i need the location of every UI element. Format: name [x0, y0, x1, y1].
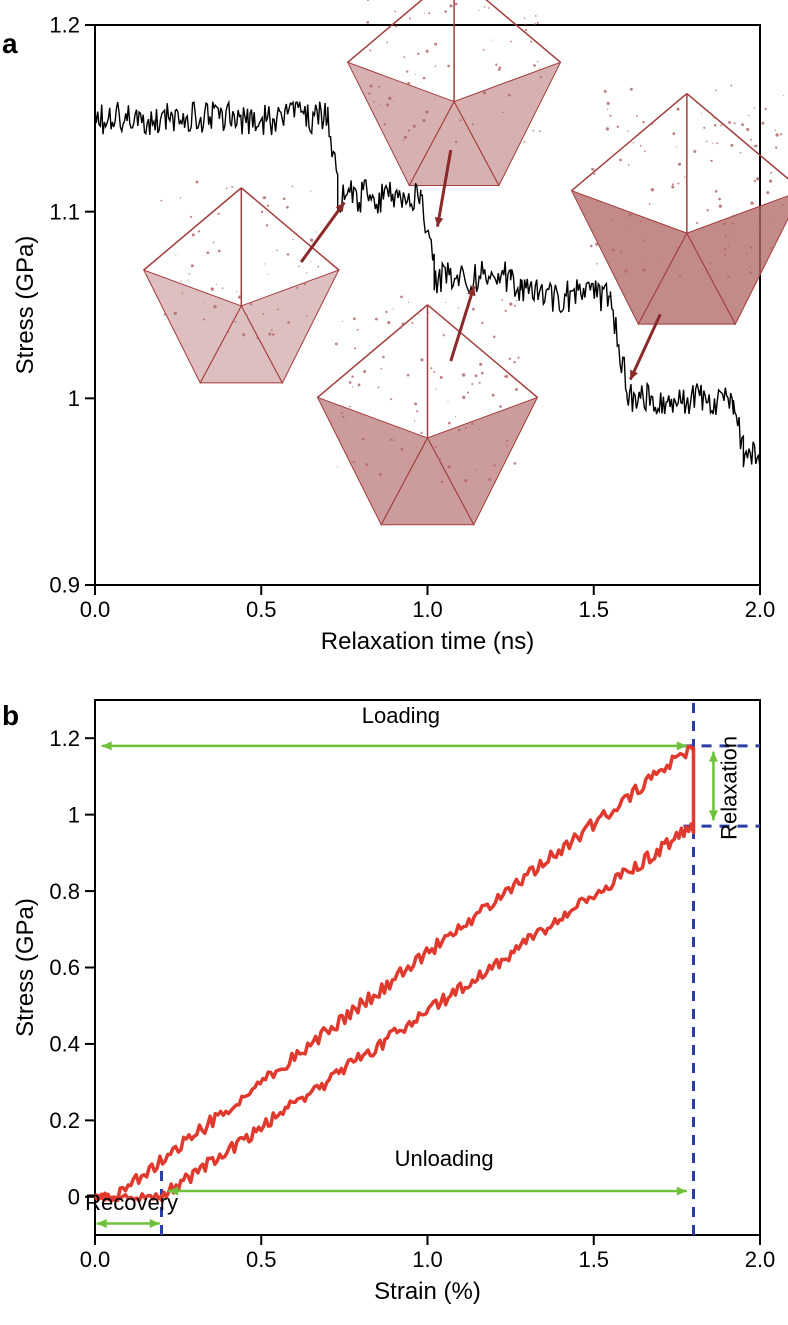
svg-text:0.5: 0.5	[246, 1247, 277, 1272]
annotation-loading: Loading	[362, 703, 440, 728]
svg-text:Strain (%): Strain (%)	[374, 1278, 481, 1305]
annotation-unloading: Unloading	[395, 1146, 494, 1171]
stress-strain-loop	[95, 746, 694, 1200]
annotation-relaxation: Relaxation	[717, 736, 742, 840]
svg-text:1: 1	[68, 802, 80, 827]
panel-b-chart: 0.0 0.5 1.0 1.5 2.0 0 0.2 0.4 0.6 0.8 1 1.2 Strain (…	[0, 0, 788, 1315]
svg-text:0: 0	[68, 1184, 80, 1209]
svg-text:0.8: 0.8	[49, 879, 80, 904]
svg-text:0.0: 0.0	[80, 1247, 111, 1272]
svg-text:2.0: 2.0	[745, 1247, 776, 1272]
svg-text:1.2: 1.2	[49, 726, 80, 751]
svg-text:0.6: 0.6	[49, 955, 80, 980]
svg-text:0.4: 0.4	[49, 1032, 80, 1057]
svg-text:1.0: 1.0	[412, 1247, 443, 1272]
svg-text:Stress (GPa): Stress (GPa)	[12, 898, 39, 1037]
svg-text:1.5: 1.5	[578, 1247, 609, 1272]
figure-page: a b 0.00.51.01.52.00.911.11.2Relaxation …	[0, 0, 788, 1325]
svg-text:0.2: 0.2	[49, 1108, 80, 1133]
annotation-recovery: Recovery	[85, 1190, 178, 1215]
